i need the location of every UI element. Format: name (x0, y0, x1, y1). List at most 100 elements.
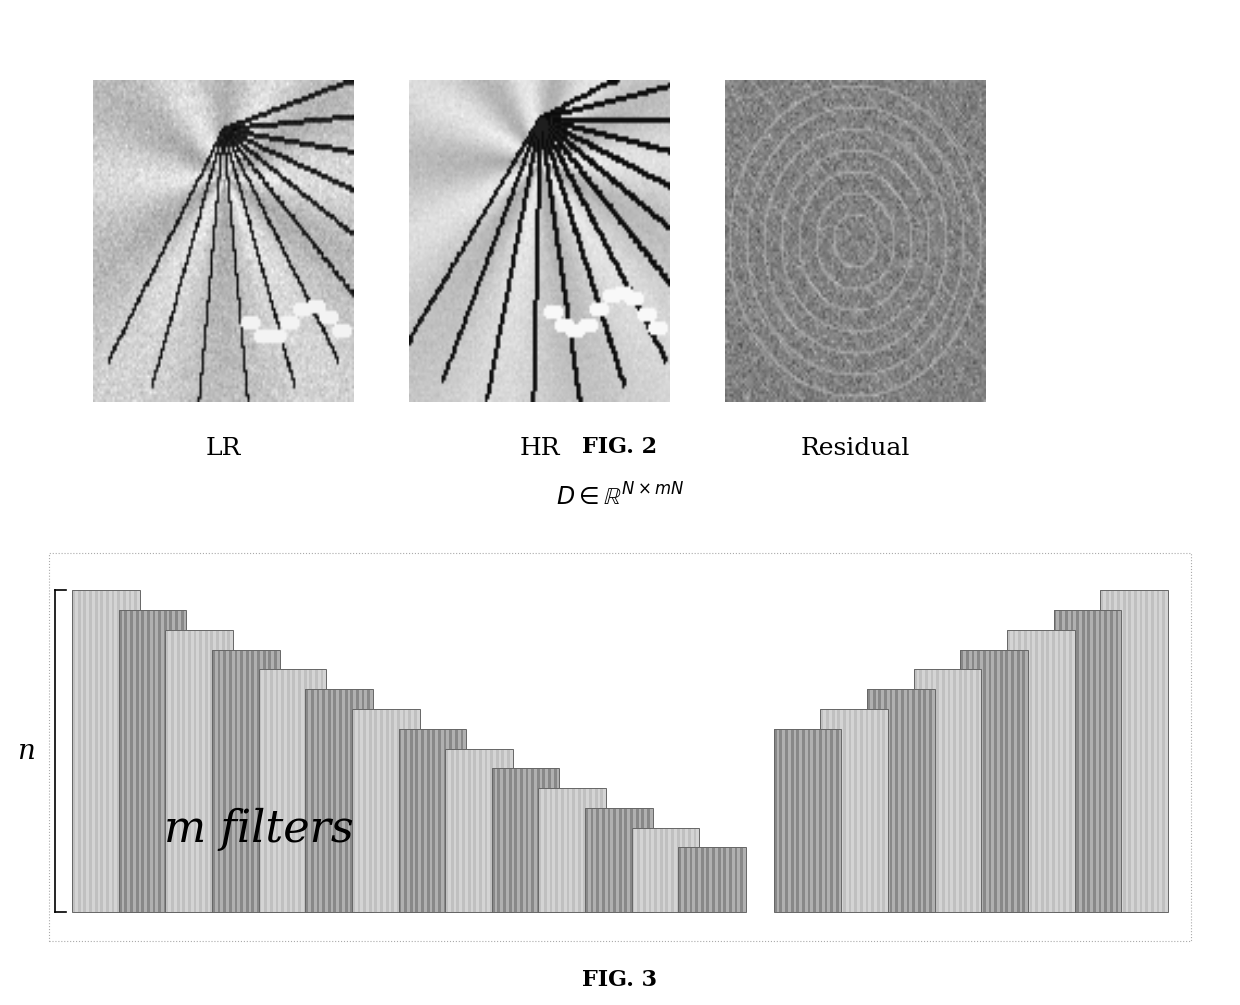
Bar (1087, 610, 1090, 912)
Bar (1070, 610, 1074, 912)
Bar (723, 847, 727, 912)
Bar (1157, 590, 1159, 912)
Bar (112, 590, 114, 912)
Bar (854, 709, 857, 912)
Bar (877, 709, 879, 912)
Bar (293, 669, 295, 912)
Bar (321, 669, 324, 912)
Bar (614, 808, 616, 912)
Bar (1035, 630, 1038, 912)
Bar (901, 689, 904, 912)
Bar (212, 649, 215, 912)
Bar (124, 610, 128, 912)
Bar (445, 749, 448, 912)
Bar (780, 729, 782, 912)
Bar (392, 709, 394, 912)
Bar (867, 689, 870, 912)
Bar (785, 729, 787, 912)
Bar (444, 729, 446, 912)
Bar (227, 630, 231, 912)
Bar (554, 769, 557, 912)
Bar (352, 709, 419, 912)
Bar (397, 709, 399, 912)
Bar (1135, 590, 1137, 912)
Bar (492, 769, 559, 912)
Bar (438, 729, 440, 912)
Bar (216, 630, 219, 912)
Bar (931, 669, 934, 912)
Bar (433, 729, 435, 912)
Bar (538, 788, 606, 912)
Bar (549, 788, 553, 912)
Bar (682, 828, 686, 912)
Bar (965, 669, 967, 912)
Bar (188, 630, 191, 912)
Bar (1140, 590, 1142, 912)
Bar (556, 788, 558, 912)
Bar (479, 749, 482, 912)
Bar (374, 709, 377, 912)
Bar (666, 828, 668, 912)
Bar (631, 828, 699, 912)
Bar (1059, 610, 1061, 912)
Bar (1064, 630, 1066, 912)
Bar (298, 669, 301, 912)
Text: LR: LR (206, 437, 241, 460)
Bar (1151, 590, 1153, 912)
Text: $D \in \mathbb{R}^{N\times mN}$: $D \in \mathbb{R}^{N\times mN}$ (556, 483, 684, 512)
Bar (339, 689, 342, 912)
Bar (693, 828, 697, 912)
Bar (601, 808, 605, 912)
Bar (404, 729, 407, 912)
Bar (684, 847, 687, 912)
Bar (537, 769, 539, 912)
Text: FIG. 3: FIG. 3 (583, 969, 657, 991)
Bar (1018, 630, 1021, 912)
Bar (826, 709, 828, 912)
Bar (1065, 610, 1068, 912)
Bar (843, 709, 846, 912)
Bar (222, 630, 224, 912)
Bar (181, 610, 184, 912)
Bar (165, 630, 169, 912)
Bar (1122, 590, 1126, 912)
Bar (263, 649, 265, 912)
Bar (515, 769, 517, 912)
Bar (309, 669, 312, 912)
Bar (89, 590, 92, 912)
Bar (712, 847, 715, 912)
Bar (281, 669, 284, 912)
Bar (544, 788, 547, 912)
Bar (560, 788, 564, 912)
Bar (352, 709, 419, 912)
Bar (1106, 590, 1109, 912)
Bar (538, 788, 541, 912)
Bar (596, 808, 599, 912)
Bar (976, 669, 978, 912)
Bar (966, 649, 968, 912)
Bar (356, 689, 358, 912)
Bar (994, 649, 997, 912)
Bar (363, 709, 366, 912)
Bar (351, 689, 353, 912)
Bar (398, 729, 466, 912)
Bar (78, 590, 81, 912)
Bar (334, 689, 336, 912)
Bar (193, 630, 196, 912)
Bar (1052, 630, 1055, 912)
Bar (590, 808, 594, 912)
Bar (972, 649, 975, 912)
Bar (205, 630, 207, 912)
Bar (585, 808, 652, 912)
Text: Residual: Residual (801, 437, 910, 460)
Bar (689, 847, 692, 912)
Bar (1081, 610, 1085, 912)
Bar (959, 669, 961, 912)
Bar (212, 649, 280, 912)
Bar (636, 808, 639, 912)
Bar (175, 610, 179, 912)
Bar (474, 749, 476, 912)
Bar (572, 788, 575, 912)
Bar (134, 590, 136, 912)
Text: HR: HR (520, 437, 559, 460)
